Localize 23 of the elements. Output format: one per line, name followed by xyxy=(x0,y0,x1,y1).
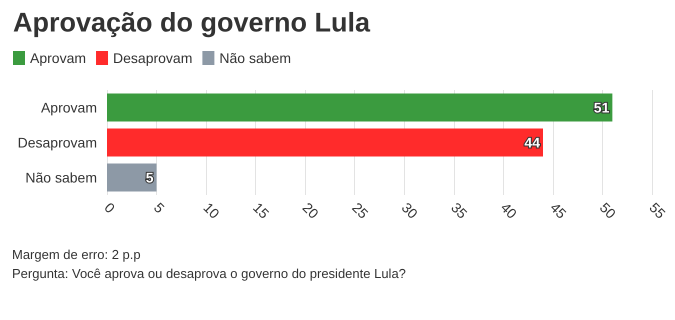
x-tick-label: 35 xyxy=(448,199,471,222)
x-tick-label: 30 xyxy=(398,199,422,222)
x-tick-label: 5 xyxy=(150,199,168,216)
y-tick-label: Desaprovam xyxy=(18,134,97,150)
text: Margem de erro: 2 p.p xyxy=(12,247,141,262)
x-tick-label: 45 xyxy=(547,199,570,222)
x-tick-label: 20 xyxy=(300,199,322,222)
x-tick-label: 10 xyxy=(200,199,223,222)
x-tick-label: 55 xyxy=(646,199,669,222)
x-tick-label: 15 xyxy=(250,199,272,222)
data-label: 51 xyxy=(594,100,610,116)
y-tick-label: Não sabem xyxy=(25,170,97,186)
data-label: 5 xyxy=(146,170,154,186)
chart-title: Aprovação do governo Lula xyxy=(13,8,372,38)
text: Pergunta: Você aprova ou desaprova o governo do presidente Lula? xyxy=(12,266,406,281)
x-tick-label: 25 xyxy=(349,199,372,222)
legend-label: Desaprovam xyxy=(113,50,192,66)
x-tick-label: 50 xyxy=(596,199,620,222)
x-tick-label: 40 xyxy=(498,199,520,222)
legend-label: Não sabem xyxy=(219,50,291,66)
y-tick-label: Aprovam xyxy=(40,100,97,116)
data-label: 44 xyxy=(524,134,540,150)
x-tick-label: 0 xyxy=(101,199,118,216)
